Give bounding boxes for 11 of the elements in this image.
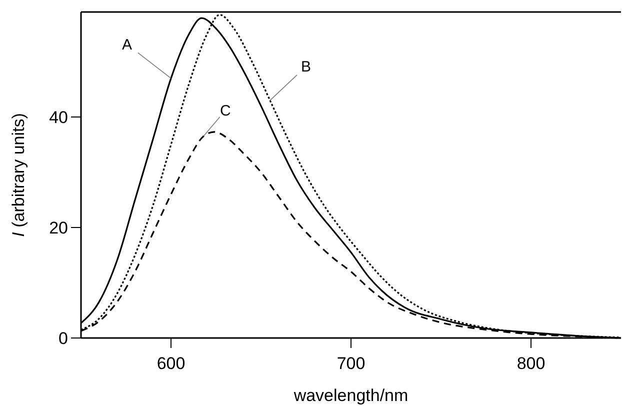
x-tick-label: 600 (156, 354, 186, 373)
y-tick-label: 40 (49, 108, 68, 127)
x-axis-title: wavelength/nm (292, 386, 408, 405)
y-tick-label: 0 (58, 328, 68, 348)
y-axis-title: I (arbitrary units) (9, 113, 28, 237)
annotation: B (300, 58, 312, 76)
x-tick-label: 700 (336, 354, 366, 373)
y-tick-label: 20 (49, 218, 68, 238)
annotation: A (122, 36, 132, 54)
x-tick-label: 800 (516, 354, 546, 373)
annotation: C (220, 102, 231, 120)
